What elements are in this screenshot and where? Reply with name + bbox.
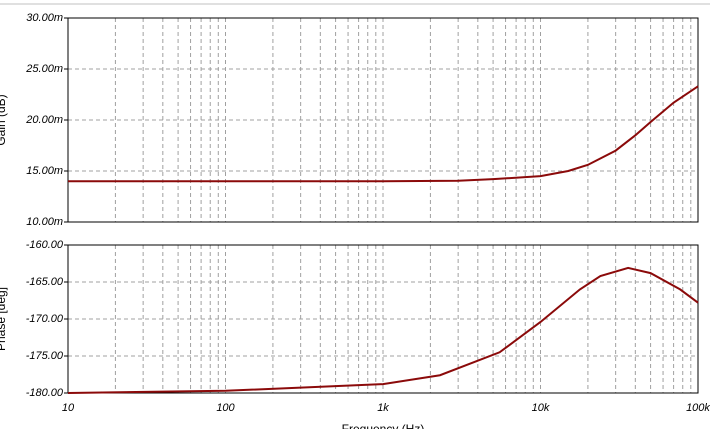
y-tick-label: -180.00 — [26, 387, 64, 399]
y-tick-label: -170.00 — [26, 313, 64, 325]
x-tick-label: 100 — [216, 402, 235, 414]
x-tick-label: 10 — [62, 402, 75, 414]
data-line — [67, 266, 699, 394]
y-tick-label: 20.00m — [25, 114, 63, 126]
y-axis-label: Phase [deg] — [0, 287, 8, 351]
y-tick-label: 25.00m — [25, 63, 63, 75]
x-axis-label: Frequency (Hz) — [342, 422, 425, 429]
x-tick-label: 1k — [377, 402, 389, 414]
y-tick-label: -165.00 — [26, 276, 64, 288]
y-axis-label: Gain (dB) — [0, 94, 8, 145]
x-tick-label: 100k — [686, 402, 710, 414]
x-tick-label: 10k — [532, 402, 550, 414]
y-tick-label: 10.00m — [26, 216, 63, 228]
y-tick-label: -175.00 — [26, 350, 64, 362]
y-tick-label: 15.00m — [26, 165, 63, 177]
data-line — [68, 85, 699, 183]
y-tick-label: 30.00m — [26, 12, 63, 24]
y-tick-label: -160.00 — [26, 239, 64, 251]
